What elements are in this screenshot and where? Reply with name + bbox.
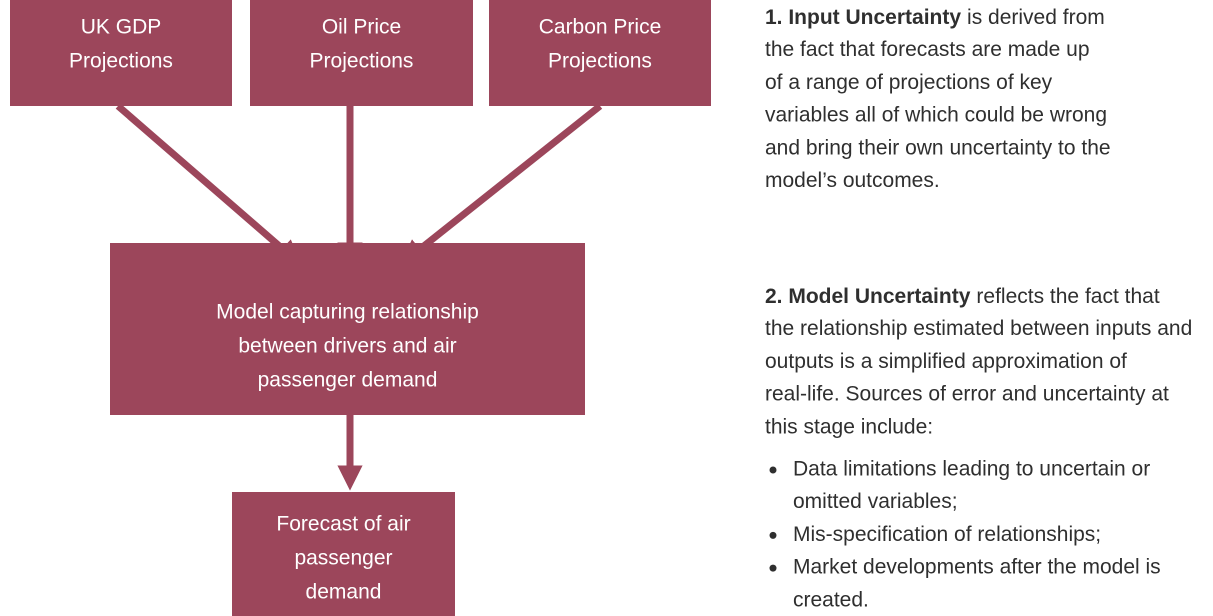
node: Oil Price Projections bbox=[250, 0, 473, 106]
note-line: outputs is a simplified approximation of bbox=[765, 350, 1127, 373]
bullet bbox=[769, 564, 777, 572]
note-line: real-life. Sources of error and uncertai… bbox=[765, 383, 1169, 406]
node-label: Projections bbox=[310, 50, 414, 73]
note-line: and bring their own uncertainty to the bbox=[765, 136, 1111, 159]
node-box bbox=[10, 0, 232, 106]
arrow bbox=[400, 103, 603, 265]
node-label: Forecast of air bbox=[276, 513, 410, 536]
node-label: Projections bbox=[548, 50, 652, 73]
note-line: variables all of which could be wrong bbox=[765, 104, 1107, 127]
node: Carbon Price Projections bbox=[489, 0, 711, 106]
node-box bbox=[489, 0, 711, 106]
note-text: is derived from bbox=[967, 6, 1105, 29]
bullet bbox=[769, 531, 777, 539]
note-heading: 2. Model Uncertainty bbox=[765, 285, 971, 308]
node-label: UK GDP bbox=[81, 16, 162, 39]
bullet-text: omitted variables; bbox=[793, 490, 958, 513]
bullet-text: Market developments after the model is bbox=[793, 556, 1161, 579]
node-box bbox=[232, 492, 455, 616]
node-label: Carbon Price bbox=[539, 16, 662, 39]
note-line: this stage include: bbox=[765, 415, 933, 438]
arrows bbox=[115, 103, 603, 491]
node-label: passenger demand bbox=[258, 369, 438, 392]
note-line: 1. Input Uncertainty is derived from bbox=[765, 6, 1105, 29]
bullet-text: Mis-specification of relationships; bbox=[793, 523, 1101, 546]
note-heading: 1. Input Uncertainty bbox=[765, 6, 961, 29]
note-line: of a range of projections of key bbox=[765, 71, 1053, 94]
note-line: the fact that forecasts are made up bbox=[765, 38, 1090, 61]
node-label: between drivers and air bbox=[238, 335, 456, 358]
bullet-text: Data limitations leading to uncertain or bbox=[793, 458, 1150, 481]
node: UK GDP Projections bbox=[10, 0, 232, 106]
note-line: model’s outcomes. bbox=[765, 169, 940, 192]
node-label: passenger bbox=[294, 547, 392, 570]
node-box bbox=[250, 0, 473, 106]
node-label: Oil Price bbox=[322, 16, 401, 39]
node: Model capturing relationship between driv… bbox=[110, 243, 585, 415]
node-label: Projections bbox=[69, 50, 173, 73]
node-label: demand bbox=[306, 581, 382, 604]
node-box bbox=[110, 243, 585, 415]
bullet-text: created. bbox=[793, 588, 869, 611]
node-label: Model capturing relationship bbox=[216, 301, 479, 324]
note-text: reflects the fact that bbox=[976, 285, 1159, 308]
note-line: the relationship estimated between input… bbox=[765, 317, 1192, 340]
node: Forecast of air passenger demand bbox=[232, 492, 455, 616]
note-line: 2. Model Uncertainty reflects the fact th… bbox=[765, 285, 1160, 308]
bullet bbox=[769, 466, 777, 474]
arrow bbox=[115, 103, 302, 266]
